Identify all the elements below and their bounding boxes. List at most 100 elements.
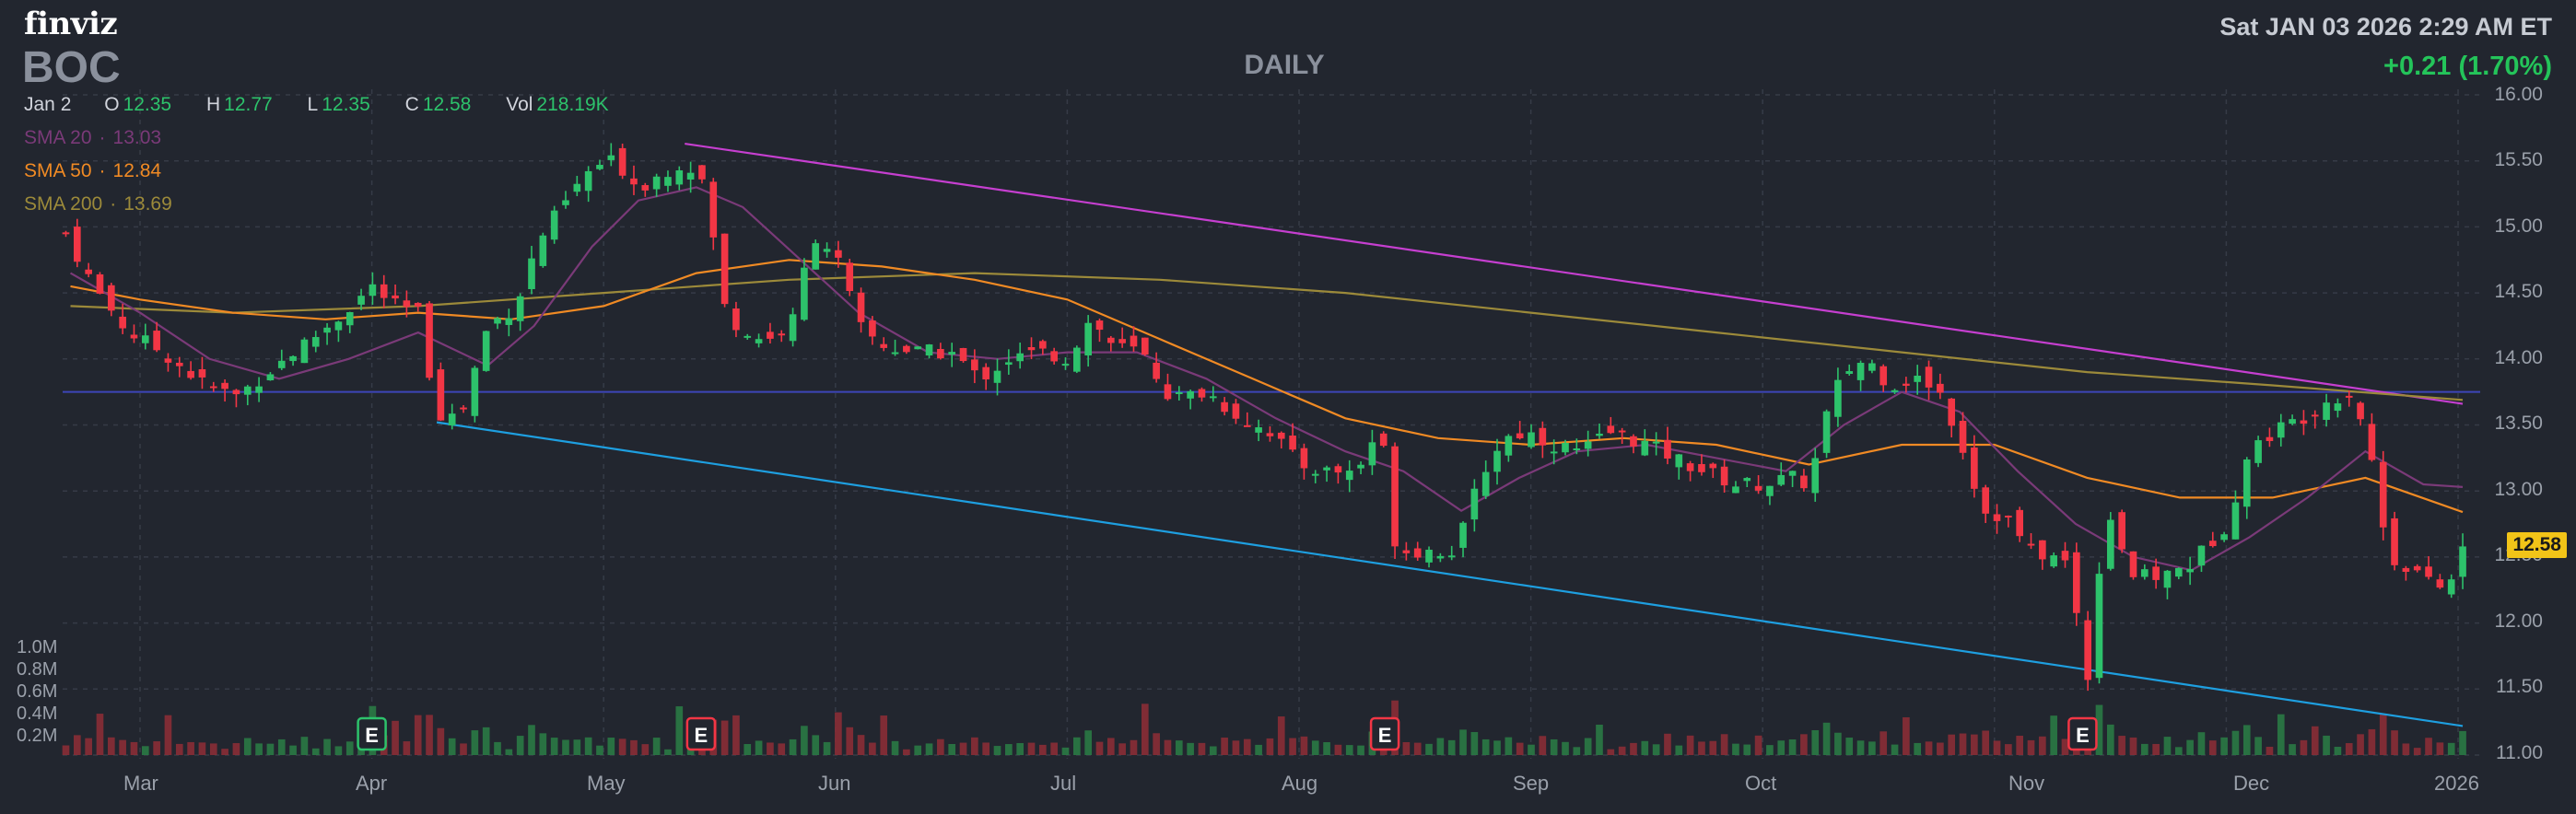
price-change: +0.21 (1.70%): [2383, 52, 2552, 81]
candle-body: [1845, 371, 1854, 375]
volume-bar: [334, 746, 343, 755]
candle-body: [2197, 545, 2206, 566]
finviz-logo[interactable]: finviz: [24, 6, 118, 42]
candle-body: [664, 177, 672, 186]
candle-body: [1743, 478, 1751, 482]
candle-body: [812, 243, 820, 270]
volume-bar: [2391, 730, 2398, 755]
candle-body: [426, 303, 433, 378]
ohlc-date: Jan 2: [24, 94, 72, 115]
candle-body: [2357, 402, 2364, 420]
volume-bar: [2140, 743, 2149, 755]
candle-body: [2106, 519, 2114, 569]
volume-bar: [1788, 738, 1797, 755]
volume-bar: [2061, 738, 2069, 755]
high-value: 12.77: [224, 94, 273, 115]
volume-bar: [1470, 732, 1479, 755]
candle-body: [1891, 390, 1899, 392]
candle-body: [2242, 459, 2251, 507]
candle-body: [528, 258, 535, 290]
y-tick-label: 11.00: [2496, 742, 2543, 763]
candle-body: [2039, 540, 2046, 560]
candle-body: [744, 335, 752, 338]
candle-body: [1153, 362, 1160, 379]
candle-body: [1459, 522, 1467, 548]
volume-bar: [2129, 737, 2137, 755]
ohlc-readout: Jan 2 O 12.35 H 12.77 L 12.35 C 12.58 Vol 218…: [24, 94, 638, 116]
volume-bar: [1493, 740, 1501, 755]
volume-bar: [130, 741, 138, 755]
volume-bar: [1630, 742, 1637, 755]
volume-bar: [562, 739, 569, 755]
volume-bar: [584, 737, 592, 755]
candle-body: [1425, 549, 1433, 563]
candle-body: [1607, 425, 1615, 434]
candle-body: [2277, 422, 2285, 438]
candle-body: [334, 321, 343, 331]
volume-bar: [255, 743, 263, 755]
candle-body: [823, 249, 831, 252]
volume-bar: [1447, 739, 1456, 755]
volume-bar: [607, 738, 615, 755]
volume-label: Vol: [506, 94, 533, 115]
candle-body: [107, 285, 115, 311]
candle-body: [1470, 488, 1479, 520]
candle-body: [1323, 467, 1330, 471]
volume-bar: [1959, 733, 1967, 755]
candle-body: [471, 367, 479, 416]
candle-body: [1698, 463, 1705, 472]
volume-bar: [835, 712, 842, 755]
volume-bar: [1481, 738, 1490, 755]
candle-body: [1766, 485, 1774, 496]
volume-bar: [494, 741, 501, 755]
volume-bar: [1209, 746, 1217, 755]
candle-body: [1732, 486, 1739, 494]
candle-body: [2152, 566, 2160, 580]
low-value: 12.35: [322, 94, 370, 115]
candle-body: [1164, 384, 1172, 400]
last-price-tag: 12.58: [2507, 532, 2567, 558]
candle-body: [1141, 337, 1149, 355]
candle-body: [209, 386, 217, 389]
volume-bar: [1323, 741, 1330, 755]
sma-20-value: 13.03: [112, 127, 162, 148]
volume-bar: [141, 746, 149, 755]
candle-body: [1993, 514, 2001, 521]
candle-body: [1709, 463, 1717, 469]
candle-body: [903, 345, 910, 353]
volume-bar: [311, 748, 320, 755]
candle-body: [1664, 439, 1671, 459]
volume-bar: [2220, 737, 2228, 755]
sma-20-legend[interactable]: SMA 20 · 13.03: [24, 127, 162, 148]
candle-body: [2300, 420, 2308, 424]
candle-body: [880, 343, 888, 348]
volume-bar: [1982, 730, 1990, 755]
sma-50-legend[interactable]: SMA 50 · 12.84: [24, 160, 162, 181]
candle-body: [891, 352, 899, 355]
volume-bar: [96, 714, 104, 755]
volume-bar: [2152, 743, 2160, 755]
close-label: C: [404, 94, 419, 115]
candle-body: [2073, 552, 2080, 613]
candle-body: [1072, 347, 1081, 372]
candle-body: [482, 331, 490, 371]
candle-body: [119, 316, 126, 329]
volume-bar: [2231, 730, 2240, 755]
volume-bar: [1130, 739, 1138, 755]
candle-body: [187, 370, 194, 378]
y-tick-label: 14.50: [2494, 281, 2543, 302]
volume-bar: [1993, 740, 2001, 755]
candle-body: [1130, 335, 1138, 347]
candle-body: [1925, 366, 1933, 388]
candle-body: [1937, 383, 1944, 393]
candle-body: [1300, 448, 1308, 469]
volume-bar: [426, 715, 433, 755]
x-tick-label: Nov: [2008, 772, 2045, 795]
y-tick-label: 13.50: [2494, 413, 2543, 434]
candle-body: [1402, 550, 1411, 553]
candle-body: [2311, 414, 2319, 417]
volume-bar: [1766, 745, 1774, 755]
volume-bar: [1425, 743, 1433, 755]
sma-200-legend[interactable]: SMA 200 · 13.69: [24, 193, 172, 215]
